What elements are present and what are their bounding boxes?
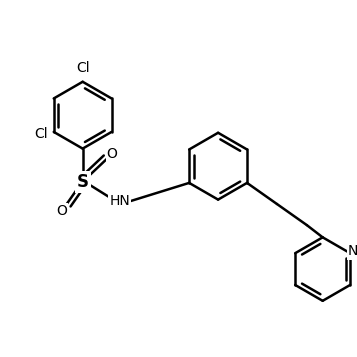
Text: Cl: Cl: [76, 61, 90, 75]
Text: HN: HN: [109, 194, 130, 208]
Text: N: N: [348, 245, 357, 258]
Text: Cl: Cl: [34, 127, 47, 141]
Text: O: O: [56, 204, 67, 218]
Text: O: O: [106, 147, 117, 161]
Text: S: S: [77, 173, 89, 191]
